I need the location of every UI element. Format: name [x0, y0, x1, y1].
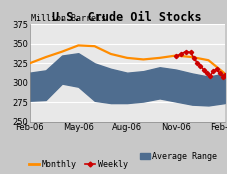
Title: U.S. Crude Oil Stocks: U.S. Crude Oil Stocks [52, 11, 202, 24]
Legend: Monthly, Weekly: Monthly, Weekly [26, 157, 131, 172]
Text: Million Barrels: Million Barrels [32, 14, 106, 23]
